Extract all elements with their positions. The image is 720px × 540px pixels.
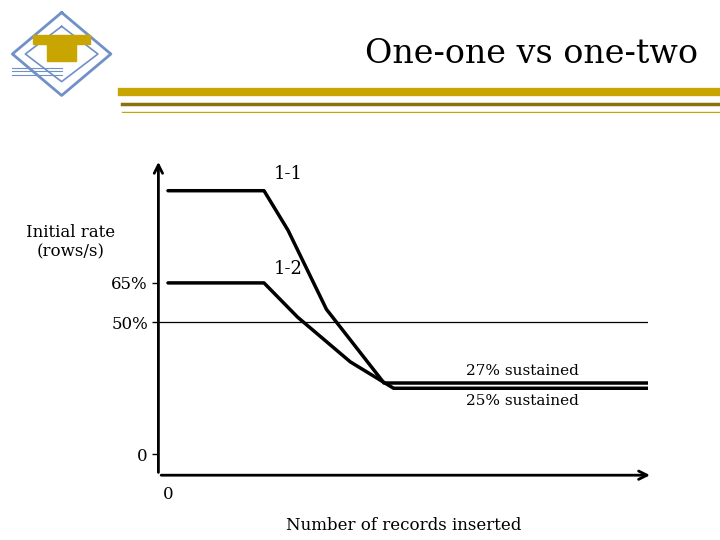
Polygon shape (12, 12, 111, 96)
Polygon shape (33, 35, 90, 61)
X-axis label: Number of records inserted: Number of records inserted (286, 516, 521, 534)
Text: 1-2: 1-2 (274, 260, 302, 278)
Text: One-one vs one-two: One-one vs one-two (365, 38, 698, 70)
Text: 1-1: 1-1 (274, 165, 302, 183)
Y-axis label: Initial rate
(rows/s): Initial rate (rows/s) (26, 224, 114, 260)
Text: 27% sustained: 27% sustained (466, 364, 578, 378)
Text: TUSC: TUSC (46, 48, 77, 57)
Text: 25% sustained: 25% sustained (466, 394, 578, 408)
